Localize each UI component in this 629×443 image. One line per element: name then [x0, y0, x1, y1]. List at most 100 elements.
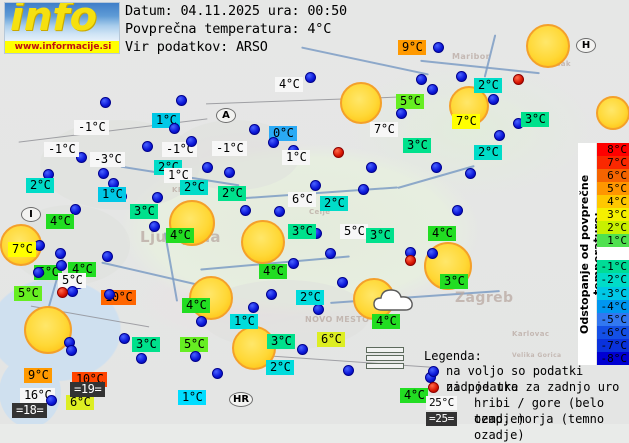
station-dot-available[interactable]	[212, 368, 223, 379]
temperature-chip: 3°C	[132, 337, 161, 352]
temperature-chip: 4°C	[275, 77, 304, 92]
legend-dot-available-icon	[428, 366, 439, 377]
station-dot-available[interactable]	[136, 353, 147, 364]
station-dot-available[interactable]	[169, 123, 180, 134]
legend-title: Legenda:	[424, 349, 482, 363]
station-dot-available[interactable]	[343, 365, 354, 376]
station-dot-available[interactable]	[427, 84, 438, 95]
station-dot-available[interactable]	[186, 136, 197, 147]
temperature-chip: 5°C	[396, 94, 425, 109]
country-code-marker: I	[21, 207, 41, 222]
station-dot-available[interactable]	[452, 205, 463, 216]
temperature-chip: 2°C	[474, 78, 503, 93]
station-dot-available[interactable]	[102, 251, 113, 262]
deviation-color-scale: Odstopanje od povprečne temperature: 8°C…	[578, 143, 629, 365]
station-dot-available[interactable]	[67, 286, 78, 297]
station-dot-available[interactable]	[325, 248, 336, 259]
station-dot-available[interactable]	[100, 97, 111, 108]
station-dot-no-data[interactable]	[333, 147, 344, 158]
temperature-chip: 3°C	[288, 224, 317, 239]
station-dot-available[interactable]	[358, 184, 369, 195]
temperature-chip: 7°C	[370, 122, 399, 137]
temperature-chip: 7°C	[8, 242, 37, 257]
station-dot-available[interactable]	[70, 204, 81, 215]
place-label: Zagreb	[455, 290, 514, 306]
station-dot-available[interactable]	[190, 351, 201, 362]
station-dot-available[interactable]	[176, 95, 187, 106]
station-dot-available[interactable]	[313, 304, 324, 315]
station-dot-available[interactable]	[337, 277, 348, 288]
station-dot-available[interactable]	[56, 260, 67, 271]
legend-rows: na voljo so podatki zadnje ure ni podatka…	[424, 363, 624, 442]
station-dot-available[interactable]	[310, 180, 321, 191]
color-scale-stop: -5°C	[597, 312, 629, 326]
color-scale-stop: -1°C	[597, 260, 629, 274]
station-dot-available[interactable]	[433, 42, 444, 53]
station-dot-available[interactable]	[46, 395, 57, 406]
place-label: Karlovac	[512, 330, 550, 338]
station-dot-available[interactable]	[456, 71, 467, 82]
station-dot-available[interactable]	[494, 130, 505, 141]
temperature-chip: -1°C	[44, 142, 80, 157]
site-logo[interactable]: info www.informacije.si	[4, 2, 120, 54]
station-dot-available[interactable]	[76, 152, 87, 163]
color-scale-stop: 2°C	[597, 221, 629, 235]
station-dot-available[interactable]	[224, 167, 235, 178]
station-dot-available[interactable]	[427, 248, 438, 259]
station-dot-available[interactable]	[366, 162, 377, 173]
station-dot-available[interactable]	[274, 206, 285, 217]
place-label: Maribor	[452, 52, 491, 61]
station-dot-no-data[interactable]	[405, 255, 416, 266]
station-dot-available[interactable]	[152, 192, 163, 203]
station-dot-available[interactable]	[488, 94, 499, 105]
station-dot-available[interactable]	[248, 302, 259, 313]
station-dot-available[interactable]	[119, 333, 130, 344]
station-dot-available[interactable]	[142, 141, 153, 152]
station-dot-available[interactable]	[266, 289, 277, 300]
temperature-chip: 2°C	[320, 196, 349, 211]
temperature-chip: 4°C	[259, 264, 288, 279]
temperature-chip: 2°C	[296, 290, 325, 305]
temperature-chip: 6°C	[66, 395, 95, 410]
temperature-chip: 3°C	[130, 204, 159, 219]
station-dot-available[interactable]	[202, 162, 213, 173]
station-dot-available[interactable]	[55, 248, 66, 259]
temperature-chip: 2°C	[474, 145, 503, 160]
color-scale-stop: 1°C	[597, 234, 629, 248]
legend-row-label: na voljo so podatki zadnje ure	[446, 364, 584, 394]
station-dot-no-data[interactable]	[57, 287, 68, 298]
station-dot-available[interactable]	[268, 137, 279, 148]
station-dot-available[interactable]	[33, 267, 44, 278]
station-dot-available[interactable]	[305, 72, 316, 83]
legend-dot-no-data-icon	[428, 382, 439, 393]
station-dot-available[interactable]	[104, 289, 115, 300]
station-dot-available[interactable]	[396, 108, 407, 119]
station-dot-available[interactable]	[196, 316, 207, 327]
temperature-chip: 6°C	[288, 192, 317, 207]
station-dot-available[interactable]	[66, 345, 77, 356]
color-scale-stop: 3°C	[597, 208, 629, 222]
station-dot-no-data[interactable]	[513, 74, 524, 85]
station-dot-available[interactable]	[431, 162, 442, 173]
station-dot-available[interactable]	[465, 168, 476, 179]
station-dot-available[interactable]	[297, 344, 308, 355]
country-code-marker: A	[216, 108, 236, 123]
temperature-chip: 3°C	[403, 138, 432, 153]
station-dot-available[interactable]	[149, 221, 160, 232]
legend-hill-swatch: 25°C	[426, 396, 457, 410]
temperature-chip: 2°C	[218, 186, 247, 201]
legend-row: na voljo so podatki zadnje ure	[424, 363, 624, 394]
fog-icon	[366, 347, 404, 371]
station-dot-available[interactable]	[416, 74, 427, 85]
logo-wordmark: info	[10, 2, 98, 40]
temperature-chip: 1°C	[282, 150, 311, 165]
station-dot-available[interactable]	[288, 258, 299, 269]
logo-url: www.informacije.si	[5, 41, 119, 53]
color-scale-stop: 6°C	[597, 169, 629, 183]
station-dot-available[interactable]	[240, 205, 251, 216]
sun-icon	[24, 306, 72, 354]
station-dot-available[interactable]	[98, 168, 109, 179]
station-dot-available[interactable]	[249, 124, 260, 135]
legend: Legenda: na voljo so podatki zadnje ure n…	[424, 349, 624, 442]
